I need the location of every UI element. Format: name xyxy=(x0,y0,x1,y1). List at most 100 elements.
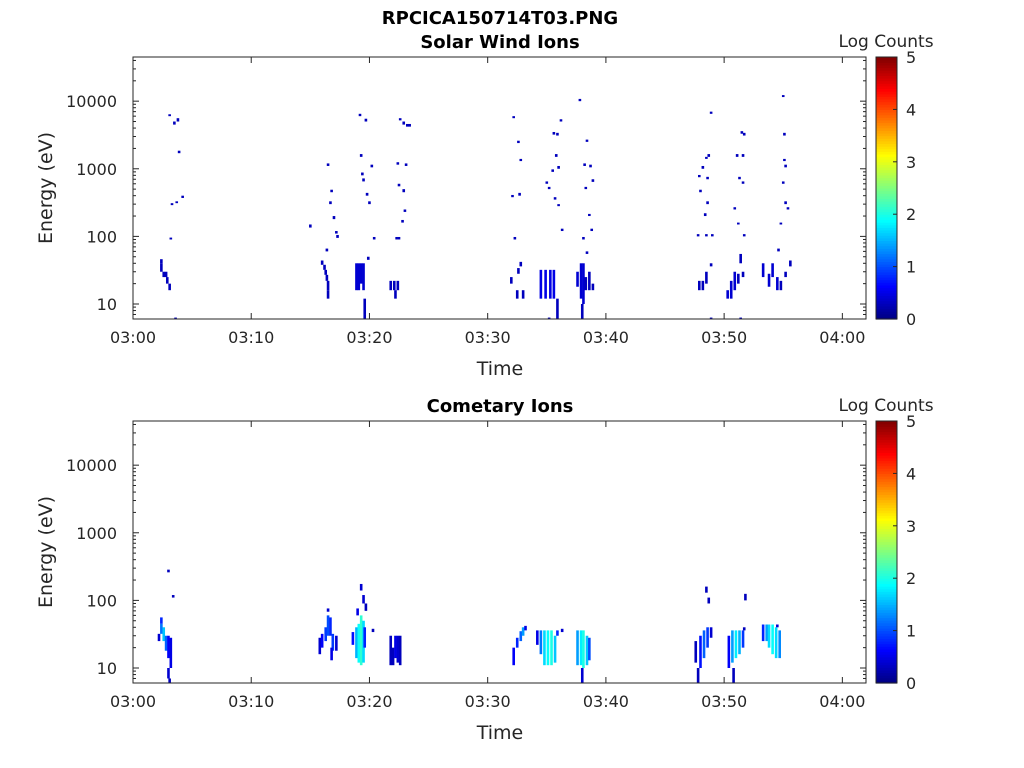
colorbar-swatch xyxy=(876,112,897,116)
spectrogram-cell xyxy=(547,317,551,320)
spectrogram-cell xyxy=(737,222,740,225)
colorbar-swatch xyxy=(876,436,897,440)
spectrogram-cell xyxy=(705,586,708,593)
x-axis: 03:00 03:10 03:20 03:30 03:40 03:50 04:00 xyxy=(110,57,865,347)
spectrogram-cell xyxy=(774,627,778,659)
colorbar-swatch xyxy=(876,675,897,679)
spectrogram-cell xyxy=(325,274,329,281)
spectrogram-cell xyxy=(735,154,739,157)
colorbar-swatch xyxy=(876,146,897,150)
colorbar-swatch xyxy=(876,557,897,561)
colorbar-swatch xyxy=(876,499,897,503)
x-tick-label: 03:30 xyxy=(465,328,511,347)
colorbar-swatch xyxy=(876,491,897,495)
colorbar-swatch xyxy=(876,250,897,255)
spectrogram-cell xyxy=(761,624,765,642)
colorbar-swatch xyxy=(876,502,897,506)
colorbar-swatch xyxy=(876,161,897,166)
spectrogram-cell xyxy=(521,290,525,299)
spectrogram-cell xyxy=(364,603,368,611)
colorbar-swatch xyxy=(876,559,897,564)
colorbar-swatch xyxy=(876,140,897,145)
spectrogram-cell xyxy=(591,179,595,182)
colorbar-frame xyxy=(875,420,898,684)
colorbar-swatch xyxy=(876,164,897,168)
colorbar-swatch xyxy=(876,504,897,509)
spectrogram-cell xyxy=(557,165,560,169)
colorbar-swatch xyxy=(876,486,897,490)
spectrogram-cell xyxy=(779,280,783,291)
spectrogram-cell xyxy=(552,269,556,299)
spectrogram-cell xyxy=(171,595,175,598)
colorbar-swatch xyxy=(876,552,897,556)
colorbar-swatch xyxy=(876,174,897,179)
x-axis: 03:00 03:10 03:20 03:30 03:40 03:50 04:00 xyxy=(110,421,865,711)
colorbar-swatch xyxy=(876,441,897,446)
colorbar-swatch xyxy=(876,423,897,427)
x-tick-label: 03:00 xyxy=(110,328,156,347)
colorbar-swatch xyxy=(876,219,897,223)
colorbar-swatch xyxy=(876,476,897,480)
spectrogram-cell xyxy=(329,201,332,205)
spectrogram-cell xyxy=(778,630,781,659)
colorbar-swatch xyxy=(876,232,897,236)
colorbar-swatch xyxy=(876,214,897,218)
colorbar-swatch xyxy=(876,206,897,210)
spectrogram-cell xyxy=(786,207,790,210)
colorbar-swatch xyxy=(876,117,897,121)
spectrogram-cell xyxy=(707,154,711,157)
spectrogram-cell xyxy=(324,627,328,642)
y-tick-label: 10000 xyxy=(66,456,117,475)
colorbar-swatch xyxy=(876,633,897,637)
spectrogram-cell xyxy=(705,156,708,159)
colorbar-swatch xyxy=(876,143,897,147)
spectrogram-cell xyxy=(396,635,400,663)
spectrogram-cell xyxy=(160,623,163,634)
spectrogram-cell xyxy=(162,627,166,642)
spectrogram-cell xyxy=(580,668,584,683)
spectrogram-cell xyxy=(781,95,785,98)
spectrogram-cell xyxy=(372,236,376,240)
spectrogram-cell xyxy=(513,236,517,240)
spectrogram-cell xyxy=(160,259,163,264)
spectrogram-cell xyxy=(365,192,369,196)
spectrogram-cell xyxy=(702,630,706,659)
colorbar-swatch xyxy=(876,421,897,425)
spectrogram-cell xyxy=(560,228,564,232)
spectrogram-cell xyxy=(539,630,543,655)
colorbar-swatch xyxy=(876,659,897,663)
spectrogram-cell xyxy=(580,304,584,319)
spectrogram-cells xyxy=(157,569,781,683)
colorbar-swatch xyxy=(876,646,897,650)
spectrogram-cell xyxy=(771,263,774,278)
spectrogram-cell xyxy=(784,271,787,278)
spectrogram-cell xyxy=(789,260,792,267)
x-tick-label: 03:30 xyxy=(465,692,511,711)
colorbar-tick-label: 0 xyxy=(906,674,916,693)
colorbar-tick-label: 3 xyxy=(906,517,916,536)
panel-title: Solar Wind Ions xyxy=(420,32,579,53)
spectrogram-cell xyxy=(553,635,557,663)
spectrogram-cells xyxy=(160,95,792,320)
spectrogram-cell xyxy=(761,263,765,278)
spectrogram-cell xyxy=(550,630,553,666)
colorbar-swatch xyxy=(876,313,897,317)
spectrogram-cell xyxy=(408,123,411,127)
colorbar-swatch xyxy=(876,256,897,260)
colorbar-swatch xyxy=(876,248,897,252)
spectrogram-cell xyxy=(405,123,409,127)
spectrogram-cell xyxy=(329,617,332,636)
y-tick-label: 10000 xyxy=(66,92,117,111)
spectrogram-cell xyxy=(515,290,519,299)
spectrogram-cell xyxy=(170,203,174,206)
x-axis-label: Time xyxy=(476,722,524,744)
x-tick-label: 03:10 xyxy=(228,328,274,347)
colorbar-swatch xyxy=(876,554,897,558)
colorbar-swatch xyxy=(876,439,897,443)
colorbar-swatch xyxy=(876,565,897,569)
colorbar-swatch xyxy=(876,507,897,511)
spectrogram-cell xyxy=(709,263,713,267)
spectrogram-cell xyxy=(335,231,338,234)
x-tick-label: 03:40 xyxy=(583,328,629,347)
